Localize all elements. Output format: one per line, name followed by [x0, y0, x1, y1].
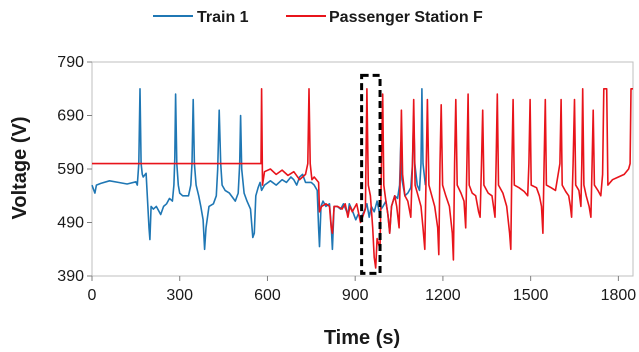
x-tick-label: 1200	[425, 287, 461, 304]
legend-label: Passenger Station F	[329, 9, 483, 26]
series-line-train-1	[91, 88, 427, 251]
x-axis-title: Time (s)	[324, 327, 400, 349]
x-tick-label: 1500	[513, 287, 549, 304]
highlight-box	[360, 73, 382, 275]
x-tick-label: 600	[254, 287, 281, 304]
x-tick-label: 300	[166, 287, 193, 304]
y-tick-label: 490	[57, 215, 84, 232]
x-axis-ticks: 0 300 600 900 1200 1500 1800	[88, 276, 637, 304]
y-axis-ticks: 390 490 590 690 790	[57, 54, 92, 285]
series-layer	[91, 88, 633, 269]
y-tick-label: 390	[57, 268, 84, 285]
y-tick-label: 690	[57, 108, 84, 125]
y-axis-title: Voltage (V)	[9, 117, 31, 220]
overlay-layer	[360, 73, 382, 275]
x-tick-label: 1800	[601, 287, 637, 304]
legend-label: Train 1	[197, 9, 249, 26]
series-line-passenger-station-f	[92, 88, 633, 269]
legend: Train 1 Passenger Station F	[153, 9, 483, 26]
y-tick-label: 590	[57, 161, 84, 178]
x-tick-label: 900	[342, 287, 369, 304]
x-tick-label: 0	[88, 287, 97, 304]
y-tick-label: 790	[57, 54, 84, 71]
